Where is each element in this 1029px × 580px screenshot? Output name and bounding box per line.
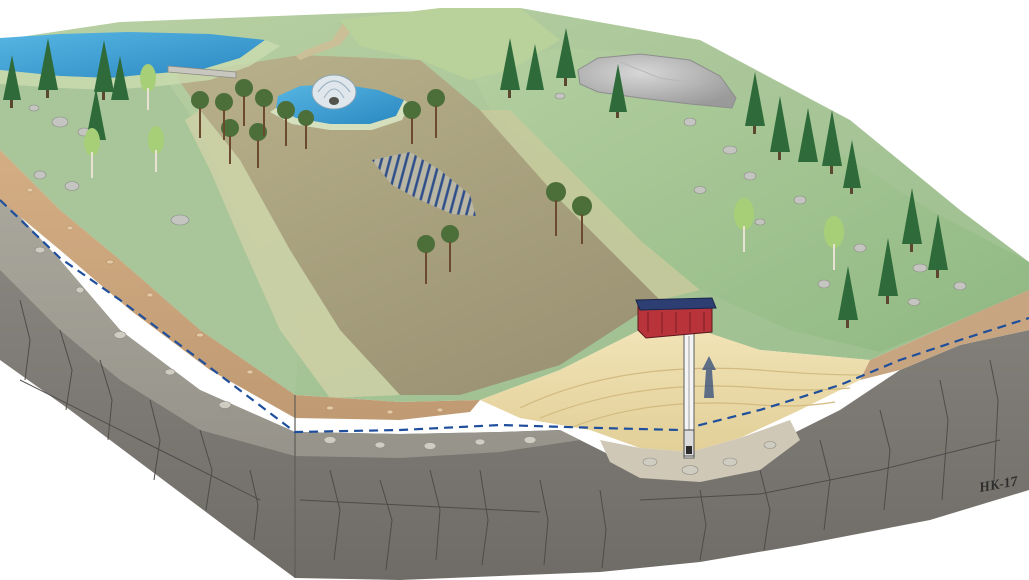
sand-aquifer [480, 330, 870, 452]
well-house [635, 297, 717, 339]
spruce-tree-icon [3, 28, 948, 328]
water-table-line [0, 199, 1029, 434]
wetland-hatched-area [372, 152, 476, 216]
sandy-band [185, 110, 400, 398]
spring-dome-icon [311, 74, 357, 110]
till-layer [0, 195, 580, 458]
road [296, 18, 352, 60]
lake [0, 32, 265, 78]
right-soil-layer [860, 290, 1029, 380]
soil-layer [0, 150, 480, 420]
till-pebbles [34, 246, 777, 475]
lake-shore [0, 40, 280, 90]
cross-section [0, 150, 1029, 580]
well-icon [635, 297, 717, 459]
upward-flow-arrow-icon [702, 356, 716, 398]
soil-pebbles [26, 187, 444, 415]
pine-tree-icon [191, 79, 592, 284]
birch-tree-icon [84, 64, 844, 270]
valley-floor [175, 55, 660, 395]
bedrock-layer [0, 195, 1029, 580]
gravel-bed [600, 420, 800, 482]
bridge [167, 65, 237, 79]
trees [3, 28, 948, 328]
artist-signature: HK-17 [977, 474, 1020, 496]
left-hillside [0, 48, 300, 395]
bedrock-fractures [19, 299, 1001, 571]
well-screen [683, 429, 695, 457]
far-field [340, 8, 560, 80]
